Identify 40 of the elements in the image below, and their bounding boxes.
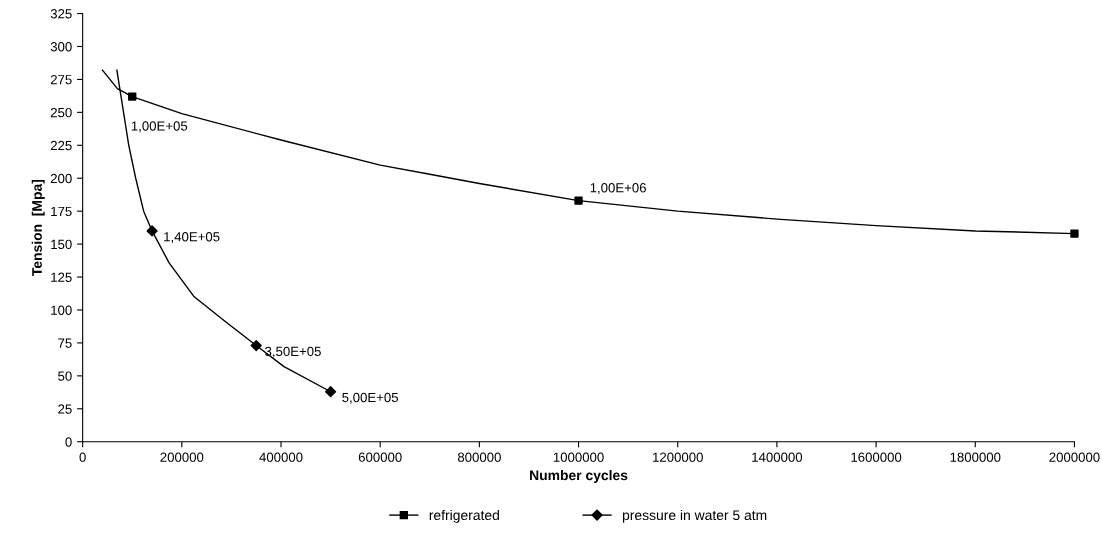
x-axis-title: Number cycles xyxy=(530,470,628,483)
legend-label: pressure in water 5 atm xyxy=(622,509,767,523)
y-axis-title: Tension [Mpa] xyxy=(31,179,45,276)
y-tick-label: 325 xyxy=(50,9,72,19)
point xyxy=(128,92,137,101)
point xyxy=(250,339,262,352)
x-tick-label: 1800000 xyxy=(950,452,1001,462)
point xyxy=(324,386,337,398)
x-tick-label: 400000 xyxy=(259,452,303,462)
x-tick-label: 0 xyxy=(79,452,86,462)
y-tick-label: 225 xyxy=(50,140,72,151)
x-tick-label: 600000 xyxy=(358,452,402,462)
y-tick-label: 50 xyxy=(58,371,72,381)
x-tick-label: 800000 xyxy=(457,452,501,462)
y-tick-label: 250 xyxy=(50,107,72,118)
x-tick-label: 200000 xyxy=(160,452,204,462)
annotation: 1,00E+05 xyxy=(131,121,188,133)
annotation: 1,00E+06 xyxy=(590,183,646,195)
point xyxy=(574,196,583,205)
y-tick-label: 0 xyxy=(65,437,72,447)
y-tick-label: 300 xyxy=(50,42,72,52)
y-tick-label: 75 xyxy=(58,338,72,348)
x-tick-label: 1000000 xyxy=(553,452,604,462)
y-tick-label: 200 xyxy=(50,173,72,184)
x-tick-label: 1400000 xyxy=(752,452,803,462)
y-tick-label: 100 xyxy=(51,305,72,315)
point xyxy=(1070,229,1079,238)
y-tick-label: 275 xyxy=(50,74,72,85)
legend-label: refrigerated xyxy=(429,509,499,523)
annotation: 1,40E+05 xyxy=(164,232,220,243)
annotation: 5,00E+05 xyxy=(342,392,399,404)
x-tick-label: 1200000 xyxy=(653,452,703,462)
point xyxy=(146,225,158,237)
y-tick-label: 175 xyxy=(51,206,72,217)
x-tick-label: 2000000 xyxy=(1049,452,1100,462)
y-tick-label: 125 xyxy=(51,272,72,282)
x-tick-label: 1600000 xyxy=(851,452,902,462)
y-tick-label: 25 xyxy=(58,404,72,414)
annotation: 3,50E+05 xyxy=(265,346,321,358)
y-tick-label: 150 xyxy=(51,239,72,250)
